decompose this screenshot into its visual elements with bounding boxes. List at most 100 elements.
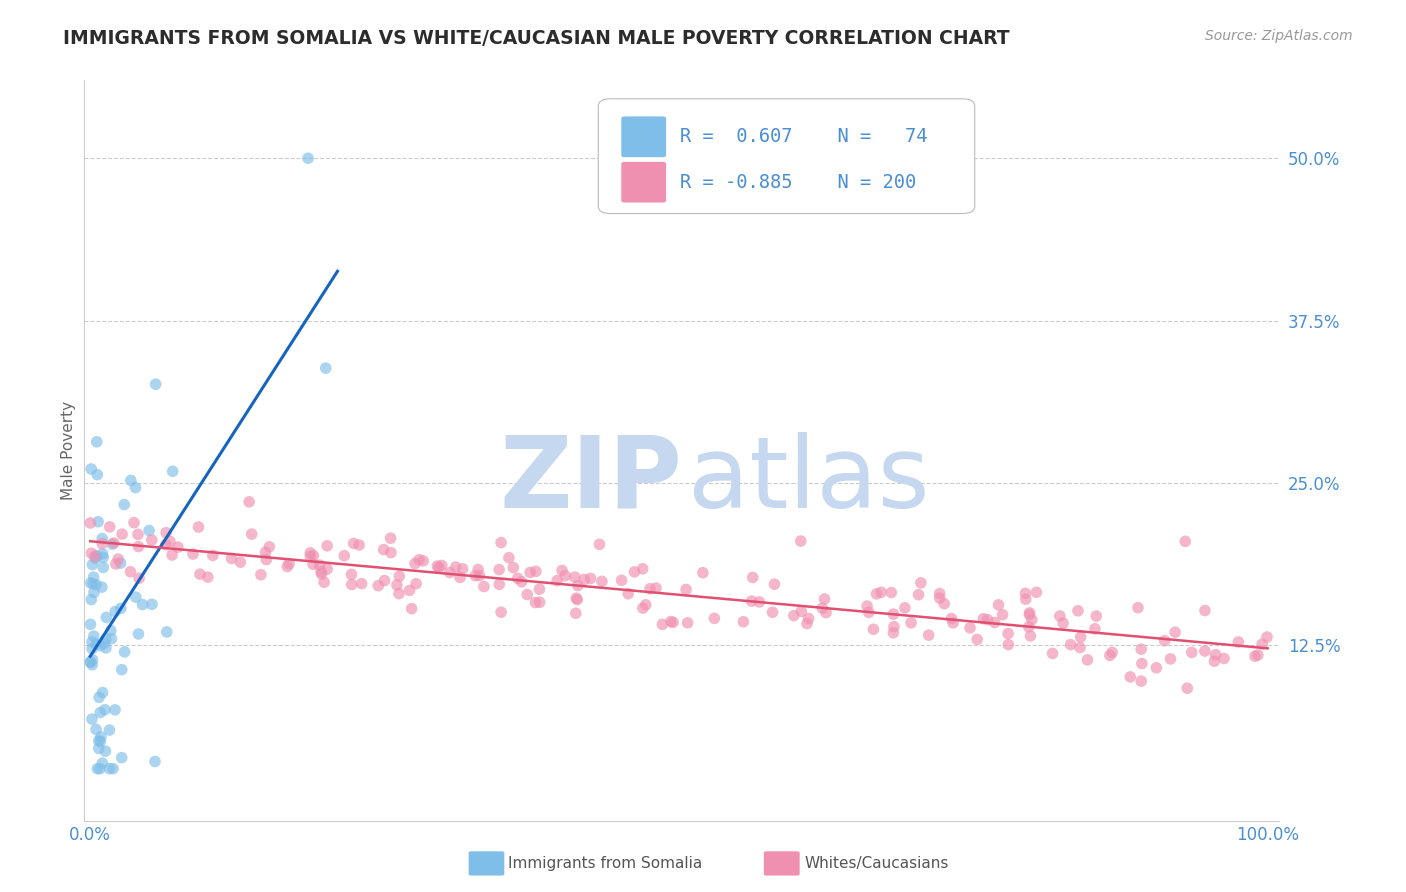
Point <box>238 495 260 509</box>
Point <box>1042 647 1064 661</box>
Point <box>90 730 112 744</box>
Point <box>143 755 166 769</box>
Point <box>187 520 209 534</box>
Point <box>870 585 893 599</box>
Point <box>610 574 633 588</box>
Point <box>1085 609 1108 624</box>
Point <box>299 546 322 560</box>
Point <box>498 550 520 565</box>
Point <box>1070 630 1092 644</box>
Point <box>761 605 783 619</box>
Point <box>529 582 551 596</box>
Point <box>80 576 103 591</box>
Point <box>250 567 273 582</box>
Point <box>790 604 813 618</box>
Point <box>1052 616 1074 631</box>
Point <box>83 570 105 584</box>
Point <box>141 597 163 611</box>
Point <box>797 611 820 625</box>
Point <box>259 540 281 554</box>
Point <box>997 626 1019 640</box>
Point <box>98 723 121 737</box>
Point <box>103 536 125 550</box>
Point <box>122 516 145 530</box>
Point <box>959 621 981 635</box>
Text: IMMIGRANTS FROM SOMALIA VS WHITE/CAUCASIAN MALE POVERTY CORRELATION CHART: IMMIGRANTS FROM SOMALIA VS WHITE/CAUCASI… <box>63 29 1010 47</box>
Point <box>388 586 411 600</box>
Point <box>865 587 887 601</box>
Point <box>316 539 339 553</box>
Point <box>254 552 277 566</box>
Point <box>426 559 449 574</box>
Point <box>87 741 110 756</box>
Point <box>94 632 117 646</box>
Point <box>155 538 177 552</box>
Point <box>401 601 423 615</box>
Point <box>1256 630 1278 644</box>
Point <box>811 601 834 615</box>
Point <box>882 607 904 621</box>
Point <box>1130 657 1153 671</box>
Point <box>631 562 654 576</box>
Point <box>156 624 179 639</box>
Point <box>907 588 929 602</box>
Point <box>1025 585 1047 599</box>
Text: Source: ZipAtlas.com: Source: ZipAtlas.com <box>1205 29 1353 43</box>
Point <box>340 567 363 582</box>
Point <box>104 605 127 619</box>
Point <box>1076 653 1098 667</box>
Point <box>634 598 657 612</box>
Point <box>127 540 149 554</box>
Point <box>94 744 117 758</box>
Point <box>894 600 917 615</box>
Point <box>676 615 699 630</box>
Point <box>373 574 395 588</box>
Point <box>1059 638 1081 652</box>
Point <box>1084 622 1107 636</box>
Point <box>488 563 510 577</box>
Point <box>430 558 453 573</box>
Point <box>510 574 533 589</box>
Point <box>100 632 122 646</box>
Point <box>1049 609 1071 624</box>
Point <box>692 566 714 580</box>
Point <box>221 551 243 566</box>
Point <box>408 553 430 567</box>
Point <box>1227 635 1250 649</box>
Point <box>1164 625 1187 640</box>
Point <box>502 560 524 574</box>
Point <box>638 582 661 596</box>
Point <box>1175 681 1198 696</box>
Point <box>591 574 613 589</box>
Point <box>567 578 589 592</box>
Point <box>127 627 149 641</box>
Point <box>987 598 1010 612</box>
Point <box>529 595 551 609</box>
Point <box>350 576 373 591</box>
Point <box>197 570 219 584</box>
Text: R = -0.885    N = 200: R = -0.885 N = 200 <box>679 173 915 192</box>
Point <box>90 580 112 594</box>
Point <box>741 594 763 608</box>
Point <box>1069 640 1091 655</box>
Point <box>83 629 105 643</box>
Point <box>188 567 211 582</box>
Point <box>91 536 114 550</box>
Point <box>98 520 121 534</box>
Point <box>928 586 950 600</box>
Point <box>80 462 103 476</box>
Point <box>94 703 117 717</box>
FancyBboxPatch shape <box>621 116 666 158</box>
Point <box>124 481 146 495</box>
Point <box>488 577 510 591</box>
Point <box>141 533 163 547</box>
Point <box>464 568 486 582</box>
Point <box>659 615 682 629</box>
Point <box>882 625 904 640</box>
Point <box>160 548 183 562</box>
Point <box>519 566 541 580</box>
Point <box>89 706 111 720</box>
Point <box>145 377 167 392</box>
Point <box>79 655 101 669</box>
Point <box>703 611 725 625</box>
